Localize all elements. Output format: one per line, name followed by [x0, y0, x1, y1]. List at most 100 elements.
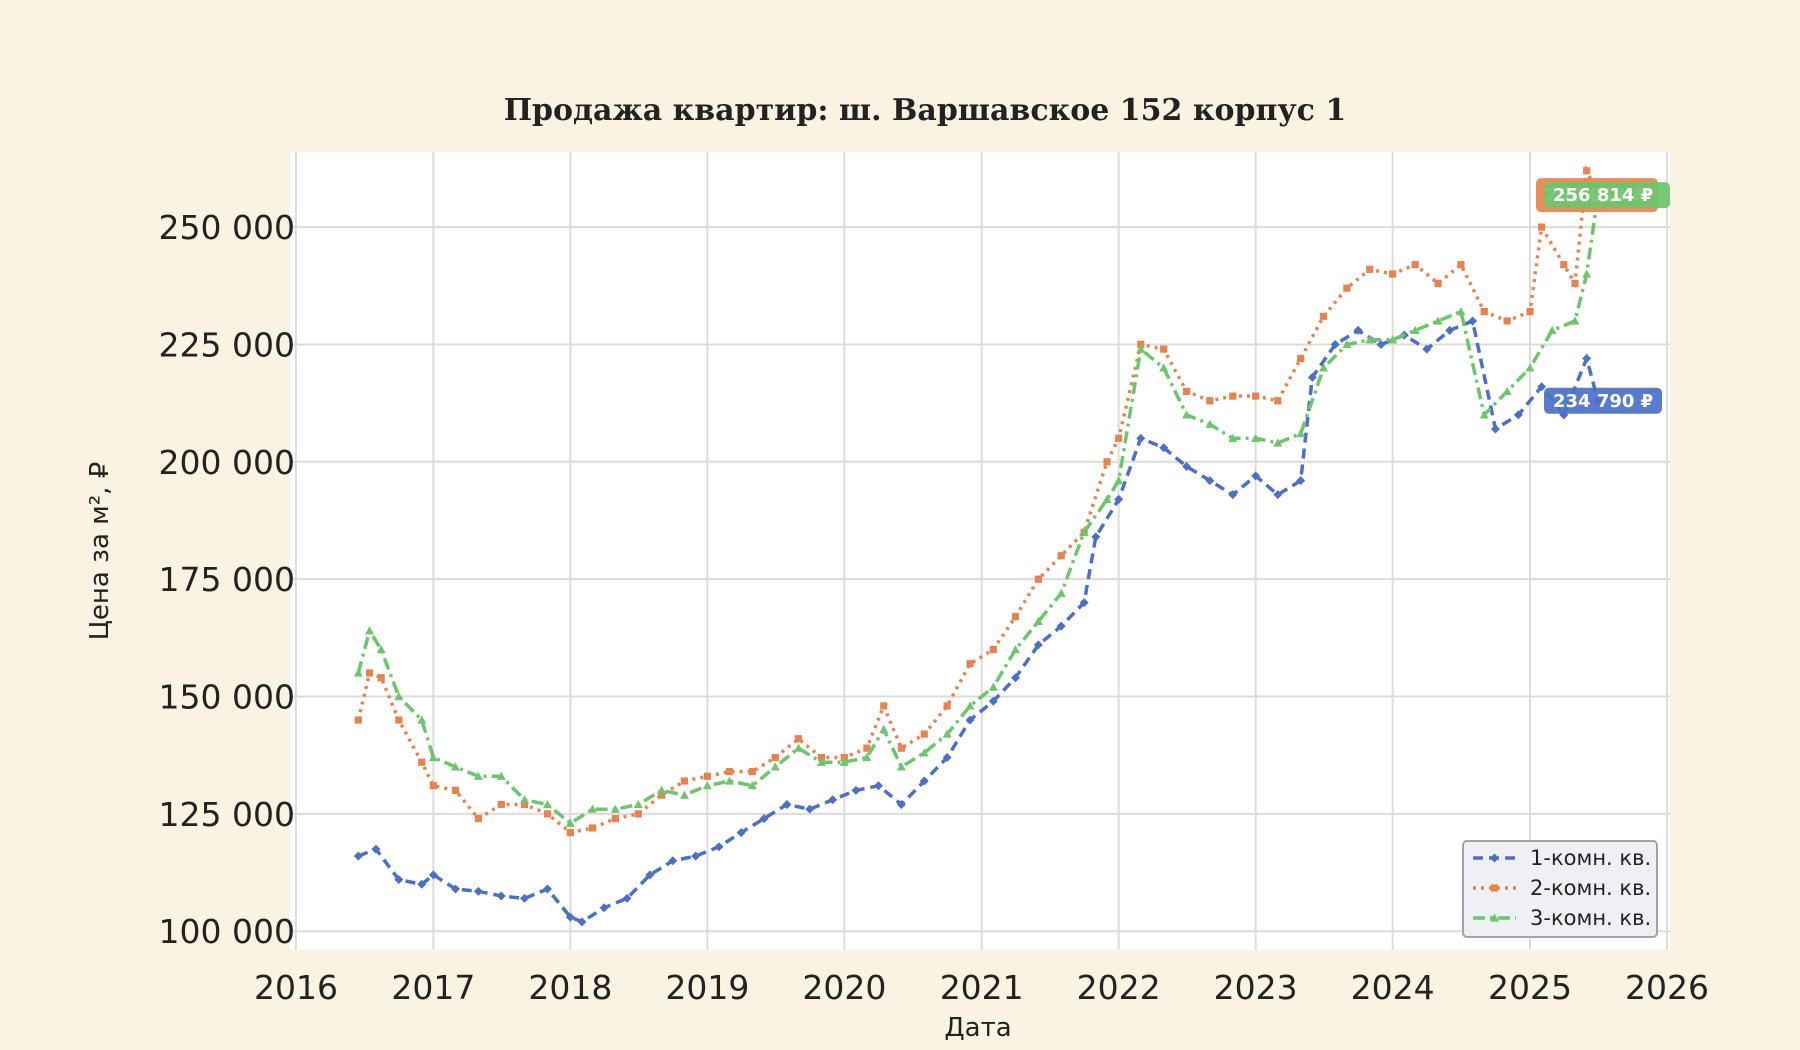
data-point [759, 814, 769, 824]
data-point [1228, 490, 1238, 500]
data-point [1252, 392, 1260, 400]
data-point [1033, 616, 1043, 626]
data-point [394, 692, 404, 701]
data-point [365, 626, 375, 635]
data-point [353, 668, 363, 677]
series-line [356, 164, 1600, 835]
data-point [782, 799, 792, 809]
data-point [1034, 575, 1042, 583]
data-point [1445, 325, 1455, 335]
data-point [1251, 433, 1261, 442]
data-point [965, 701, 975, 710]
data-point [942, 729, 952, 738]
data-point [725, 768, 734, 776]
y-tick-label: 200 000 [159, 443, 295, 482]
data-point [1307, 372, 1317, 382]
data-point [428, 870, 438, 880]
data-point [679, 790, 689, 799]
data-point [805, 804, 815, 814]
data-point [1503, 317, 1511, 325]
data-point [863, 744, 871, 752]
legend-box [1462, 840, 1658, 938]
data-point [1468, 316, 1478, 326]
x-axis-label: Дата [944, 1013, 1011, 1043]
y-tick-label: 250 000 [159, 208, 295, 247]
data-point [880, 702, 888, 710]
data-point [474, 814, 482, 823]
data-point [702, 781, 712, 790]
data-point [1388, 335, 1398, 344]
legend-entry: 2-комн. кв. [1473, 876, 1651, 900]
data-point [1296, 429, 1306, 438]
plot-area [290, 152, 1670, 950]
data-point [942, 753, 952, 763]
legend-marker [1490, 884, 1499, 892]
data-point [770, 762, 780, 771]
legend-entry: 3-комн. кв. [1473, 906, 1651, 930]
data-point [1319, 363, 1329, 372]
data-point [873, 781, 883, 791]
data-point [1137, 340, 1145, 349]
data-point [771, 753, 779, 762]
data-point [714, 842, 724, 852]
legend: 1-комн. кв. 2-комн. кв. 3-комн. кв. [1462, 840, 1658, 938]
data-point [1353, 325, 1363, 335]
data-point [1582, 354, 1592, 364]
data-point [1033, 640, 1043, 650]
data-point [645, 870, 655, 880]
data-point [1010, 645, 1020, 654]
data-point [634, 810, 642, 818]
data-point [354, 716, 362, 724]
data-point [1274, 397, 1282, 405]
data-point [417, 879, 427, 889]
data-point [1056, 621, 1066, 631]
data-point [520, 795, 530, 804]
data-point [748, 768, 756, 776]
data-point [1490, 424, 1500, 434]
data-point [1205, 419, 1215, 428]
data-point [633, 799, 643, 809]
legend-label: 3-комн. кв. [1530, 906, 1651, 930]
data-point [428, 753, 438, 762]
data-point [1079, 598, 1089, 608]
y-tick-label: 125 000 [159, 795, 295, 834]
data-point [919, 776, 929, 786]
data-point [1526, 308, 1534, 316]
data-point [1547, 325, 1557, 334]
series-line [357, 318, 1600, 924]
x-tick-label: 2024 [1351, 968, 1435, 1007]
data-point [896, 799, 906, 809]
data-point [1411, 261, 1419, 269]
data-point [1273, 438, 1283, 447]
data-point [1570, 316, 1580, 325]
data-point [1160, 345, 1168, 353]
data-point [1159, 363, 1169, 372]
data-point [496, 771, 506, 780]
y-tick-label: 150 000 [159, 678, 295, 717]
data-point [1114, 494, 1124, 504]
data-point [417, 715, 427, 724]
x-tick-label: 2017 [391, 968, 475, 1007]
data-point [1079, 527, 1089, 536]
data-point [897, 744, 905, 752]
data-point [587, 804, 597, 813]
data-point [1206, 397, 1214, 405]
data-point [543, 810, 552, 818]
data-point [1343, 284, 1351, 292]
data-point [496, 891, 506, 901]
data-point [657, 785, 667, 794]
data-point [1433, 316, 1443, 325]
data-point [1422, 344, 1432, 354]
data-point [989, 645, 997, 654]
legend-label: 1-комн. кв. [1530, 846, 1651, 870]
data-point [565, 818, 575, 827]
data-point [418, 758, 426, 766]
data-point [943, 702, 951, 710]
data-point [920, 730, 928, 738]
data-point [611, 814, 619, 823]
data-point [1251, 471, 1261, 481]
data-point [566, 829, 574, 837]
data-point [680, 777, 689, 785]
data-point [610, 804, 620, 813]
